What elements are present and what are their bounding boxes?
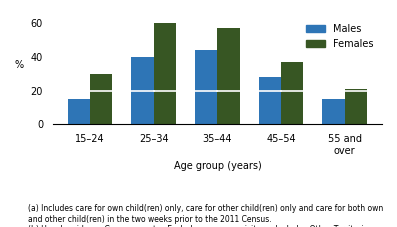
Bar bbox=[154, 91, 176, 124]
Bar bbox=[90, 74, 112, 91]
Bar bbox=[281, 91, 303, 124]
X-axis label: Age group (years): Age group (years) bbox=[173, 161, 261, 171]
Bar bbox=[218, 28, 240, 91]
Bar bbox=[195, 91, 218, 124]
Bar bbox=[90, 91, 112, 124]
Bar bbox=[345, 91, 367, 124]
Bar bbox=[68, 99, 90, 124]
Bar bbox=[259, 91, 281, 124]
Bar bbox=[131, 57, 154, 91]
Bar bbox=[218, 91, 240, 124]
Bar bbox=[131, 91, 154, 124]
Bar bbox=[154, 23, 176, 91]
Bar bbox=[259, 77, 281, 91]
Legend: Males, Females: Males, Females bbox=[302, 20, 377, 52]
Y-axis label: %: % bbox=[15, 60, 24, 70]
Text: and other child(ren) in the two weeks prior to the 2011 Census.: and other child(ren) in the two weeks pr… bbox=[28, 215, 272, 224]
Text: (a) Includes care for own child(ren) only, care for other child(ren) only and ca: (a) Includes care for own child(ren) onl… bbox=[28, 204, 383, 213]
Bar bbox=[281, 62, 303, 91]
Bar bbox=[322, 99, 345, 124]
Bar bbox=[195, 50, 218, 91]
Bar bbox=[345, 89, 367, 91]
Text: (b) Usual residence Census counts.  Excludes overseas visitors.  Includes Other : (b) Usual residence Census counts. Exclu… bbox=[28, 225, 374, 227]
